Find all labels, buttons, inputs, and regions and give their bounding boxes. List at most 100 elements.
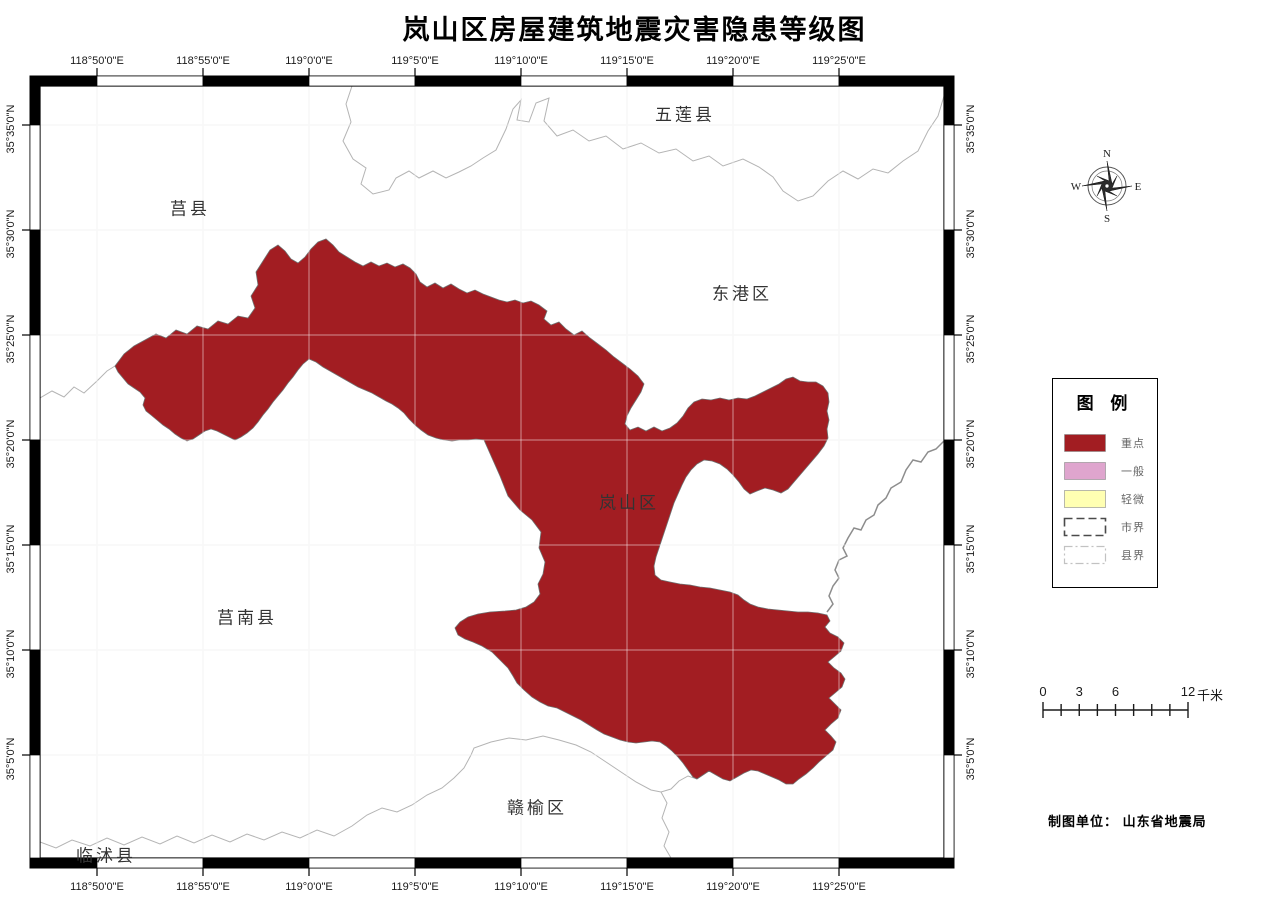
axis-label: 35°15'0"N — [5, 524, 17, 573]
region-label-7: 临沭县 — [76, 846, 136, 866]
neatline-segment — [308, 857, 416, 869]
axis-label: 118°55'0"E — [176, 55, 230, 67]
neatline-segment — [626, 75, 734, 87]
axis-label: 119°5'0"E — [391, 881, 439, 893]
coastline — [826, 440, 944, 613]
legend-title: 图 例 — [1076, 394, 1134, 413]
neatline-segment — [943, 229, 955, 336]
axis-label: 35°15'0"N — [965, 524, 977, 573]
axis-label: 119°0'0"E — [285, 55, 333, 67]
neatline-segment — [943, 85, 955, 126]
legend-swatch — [1064, 434, 1106, 452]
region-label-1: 五莲县 — [655, 105, 715, 125]
neatline-segment — [732, 857, 840, 869]
neatline-segment — [626, 857, 734, 869]
neatline-segment — [202, 75, 310, 87]
axis-label: 119°10'0"E — [494, 55, 548, 67]
county-boundary-line — [660, 791, 672, 858]
legend-item-2: 一般 — [1063, 460, 1145, 482]
axis-label: 35°10'0"N — [965, 629, 977, 678]
neatline-segment — [96, 75, 204, 87]
compass-rose: N E S W — [1071, 148, 1142, 225]
neatline-segment — [943, 544, 955, 651]
axis-label: 35°20'0"N — [5, 419, 17, 468]
legend-item-5: 县界 — [1063, 544, 1145, 566]
legend-item-3: 轻微 — [1063, 488, 1145, 510]
axis-label: 118°55'0"E — [176, 881, 230, 893]
neatline-segment — [943, 124, 955, 231]
region-label-3: 东港区 — [712, 284, 772, 304]
axis-label: 35°10'0"N — [5, 629, 17, 678]
neatline-segment — [29, 439, 41, 546]
legend-item-4: 市界 — [1063, 516, 1145, 538]
axis-label: 119°15'0"E — [600, 55, 654, 67]
scalebar-label: 6 — [1112, 684, 1119, 699]
neatline-segment — [943, 334, 955, 441]
region-label-4: 岚山区 — [599, 493, 659, 513]
legend: 图 例 重点 一般 轻微 市界 县界 — [1052, 378, 1158, 588]
neatline-segment — [943, 439, 955, 546]
neatline-corner — [30, 76, 40, 86]
axis-label: 35°30'0"N — [5, 209, 17, 258]
axis-label: 119°25'0"E — [812, 881, 866, 893]
axis-label: 118°50'0"E — [70, 55, 124, 67]
legend-item-label: 县界 — [1121, 550, 1145, 562]
region-label-5: 莒南县 — [217, 608, 277, 628]
neatline-segment — [29, 544, 41, 651]
axis-label: 119°20'0"E — [706, 881, 760, 893]
axis-label: 119°5'0"E — [391, 55, 439, 67]
neatline-segment — [838, 75, 945, 87]
neatline-segment — [520, 75, 628, 87]
axis-label: 35°5'0"N — [5, 738, 17, 781]
neatline-segment — [29, 334, 41, 441]
neatline-segment — [29, 229, 41, 336]
map-interior — [40, 86, 944, 858]
axis-label: 35°5'0"N — [965, 738, 977, 781]
axis-label: 118°50'0"E — [70, 881, 124, 893]
neatline-segment — [943, 649, 955, 756]
scalebar: 0 3 6 12 — [1039, 684, 1195, 718]
axis-ticks-labels: 118°50'0"E 118°50'0"E 118°55'0"E 118°55'0"E… — [5, 55, 977, 893]
neatline-segment — [29, 754, 41, 859]
page-title: 岚山区房屋建筑地震灾害隐患等级图 — [402, 15, 867, 45]
neatline-segment — [414, 857, 522, 869]
hazard-region-key — [114, 238, 846, 785]
neatline-segment — [29, 649, 41, 756]
neatline-segment — [838, 857, 945, 869]
scalebar-unit: 千米 — [1197, 688, 1224, 703]
axis-label: 35°20'0"N — [965, 419, 977, 468]
neatline-segment — [202, 857, 310, 869]
neatline-segment — [29, 85, 41, 126]
compass-letter-north: N — [1103, 148, 1111, 160]
legend-swatch — [1064, 490, 1106, 508]
legend-swatch — [1063, 545, 1107, 565]
scalebar-label: 3 — [1076, 684, 1083, 699]
legend-swatch — [1063, 517, 1107, 537]
neatline-segment — [39, 75, 98, 87]
neatline-corner — [944, 76, 954, 86]
attribution-text: 制图单位： 山东省地震局 — [1048, 814, 1207, 829]
axis-label: 119°25'0"E — [812, 55, 866, 67]
county-boundary-line — [342, 86, 944, 202]
county-boundary-line — [40, 365, 116, 399]
county-boundary-line — [40, 735, 698, 849]
axis-label: 35°30'0"N — [965, 209, 977, 258]
neatline-segment — [29, 124, 41, 231]
compass-letter-south: S — [1104, 213, 1110, 225]
legend-swatch — [1064, 462, 1106, 480]
axis-label: 35°25'0"N — [5, 314, 17, 363]
neatline-segment — [308, 75, 416, 87]
neatline-segment — [414, 75, 522, 87]
legend-item-label: 市界 — [1121, 522, 1145, 534]
axis-label: 35°25'0"N — [965, 314, 977, 363]
scalebar-label: 12 — [1181, 684, 1195, 699]
neatline-corner — [944, 858, 954, 868]
axis-label: 35°35'0"N — [5, 104, 17, 153]
axis-label: 119°20'0"E — [706, 55, 760, 67]
neatline-segment — [520, 857, 628, 869]
axis-label: 119°0'0"E — [285, 881, 333, 893]
compass-letter-west: W — [1071, 181, 1082, 193]
region-label-2: 莒县 — [170, 199, 210, 219]
compass-letter-east: E — [1135, 181, 1142, 193]
